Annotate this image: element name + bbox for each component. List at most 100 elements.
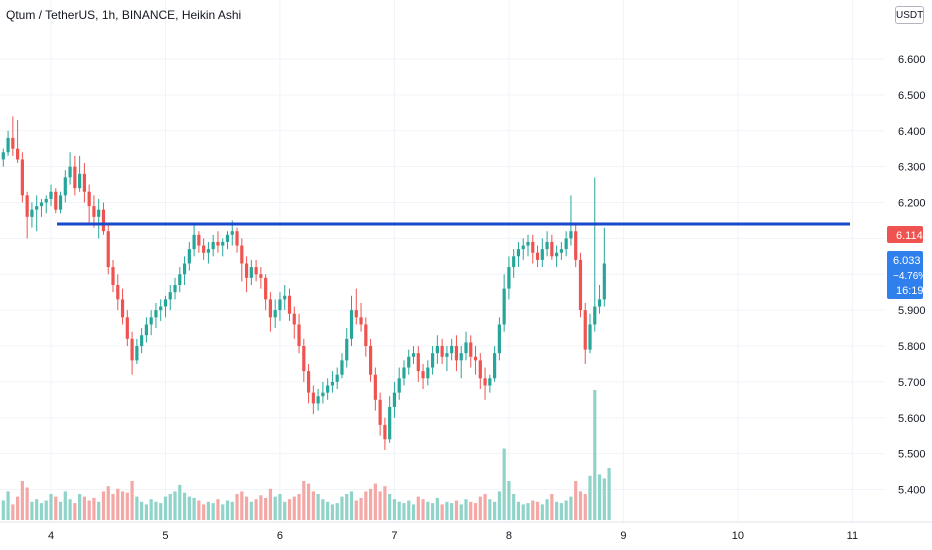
candle: [111, 259, 115, 293]
volume-bar: [211, 503, 215, 520]
volume-bar: [416, 496, 420, 520]
volume-bar: [426, 501, 430, 520]
candle: [450, 338, 454, 361]
volume-bar: [473, 503, 478, 520]
candle: [268, 292, 273, 332]
volume-bar: [144, 504, 148, 520]
candle: [82, 163, 86, 203]
candle-body: [287, 295, 292, 314]
candle-body: [54, 191, 58, 210]
volume-bar: [354, 500, 358, 520]
candle-body: [235, 231, 239, 246]
candle-body: [440, 346, 444, 357]
candle: [326, 378, 330, 400]
volume-bar: [225, 500, 230, 520]
candle-body: [426, 367, 430, 379]
candle-body: [416, 353, 420, 372]
candle-body: [82, 173, 86, 192]
grid-lines: [0, 0, 885, 522]
candle: [311, 385, 315, 415]
volume-bar: [244, 496, 249, 520]
candle: [345, 328, 349, 368]
volume-bar: [92, 497, 96, 520]
candle: [97, 198, 101, 239]
candle-body: [39, 202, 44, 207]
volume-bar: [588, 475, 592, 520]
candle: [278, 292, 282, 321]
volume-bar: [516, 501, 521, 520]
volume-bar: [483, 494, 487, 520]
volume-bar: [440, 504, 444, 520]
candle-body: [493, 353, 497, 379]
candle: [493, 346, 497, 382]
candle-body: [564, 238, 568, 250]
candle-body: [497, 324, 501, 354]
volume-bar: [149, 499, 153, 520]
candle: [187, 241, 191, 271]
time-tick-label: 6: [277, 530, 283, 542]
volume-bar: [526, 503, 530, 520]
candle: [473, 346, 478, 375]
time-tick-label: 10: [732, 530, 744, 542]
volume-bar: [388, 494, 392, 520]
candle: [44, 195, 48, 214]
volume-bar: [392, 499, 397, 520]
candle: [1, 148, 5, 167]
candle-body: [421, 371, 425, 379]
candle-body: [187, 249, 191, 264]
candle-body: [244, 263, 249, 278]
candle: [550, 234, 554, 260]
volume-bar: [411, 504, 416, 520]
price-tick-label: 5.400: [898, 485, 926, 497]
candle: [545, 231, 549, 257]
volume-bar: [192, 497, 196, 520]
candle: [11, 116, 15, 156]
candle-body: [197, 234, 201, 246]
candle: [435, 335, 439, 364]
candle-body: [130, 338, 134, 361]
candle-body: [116, 285, 120, 300]
candle: [407, 349, 411, 375]
candle: [173, 277, 177, 300]
candle-body: [316, 396, 320, 404]
volume-bar: [120, 491, 125, 520]
volume-bar: [73, 503, 77, 520]
volume-bar: [25, 487, 29, 520]
candle: [225, 231, 230, 250]
volume-bar: [202, 504, 206, 520]
candle-body: [101, 209, 106, 232]
candle: [235, 227, 239, 253]
volume-bar: [368, 488, 373, 520]
currency-unit-button[interactable]: USDT: [895, 6, 924, 24]
candle-body: [206, 249, 211, 253]
candle: [378, 392, 382, 436]
candle-body: [25, 195, 29, 217]
volume-bar: [435, 497, 439, 520]
price-tick-label: 5.500: [898, 449, 926, 461]
volume-bar: [6, 491, 10, 520]
candle-body: [1, 152, 5, 160]
volume-bar: [345, 494, 349, 520]
candle-body: [483, 378, 487, 386]
volume-bar: [364, 491, 368, 520]
time-tick-label: 11: [847, 530, 858, 542]
candle: [202, 238, 206, 260]
volume-bar: [607, 468, 611, 520]
volume-bar: [593, 390, 597, 520]
volume-bar: [278, 494, 282, 520]
candle-body: [450, 346, 454, 354]
candle-body: [535, 252, 540, 260]
candle-body: [574, 231, 578, 260]
volume-bar: [173, 491, 177, 520]
price-axis[interactable]: 6.600 6.500 6.400 6.300 6.200 5.900 5.800 5.700…: [898, 54, 926, 497]
candle: [144, 317, 148, 343]
candle: [464, 331, 468, 361]
volume-bar: [273, 496, 277, 520]
volume-bar: [469, 501, 473, 520]
candle-body: [92, 206, 96, 217]
candle: [588, 313, 592, 354]
time-axis[interactable]: 4 5 6 7 8 9 10 11: [48, 530, 858, 542]
volume-bar: [30, 501, 34, 520]
volume-bar: [283, 501, 287, 520]
